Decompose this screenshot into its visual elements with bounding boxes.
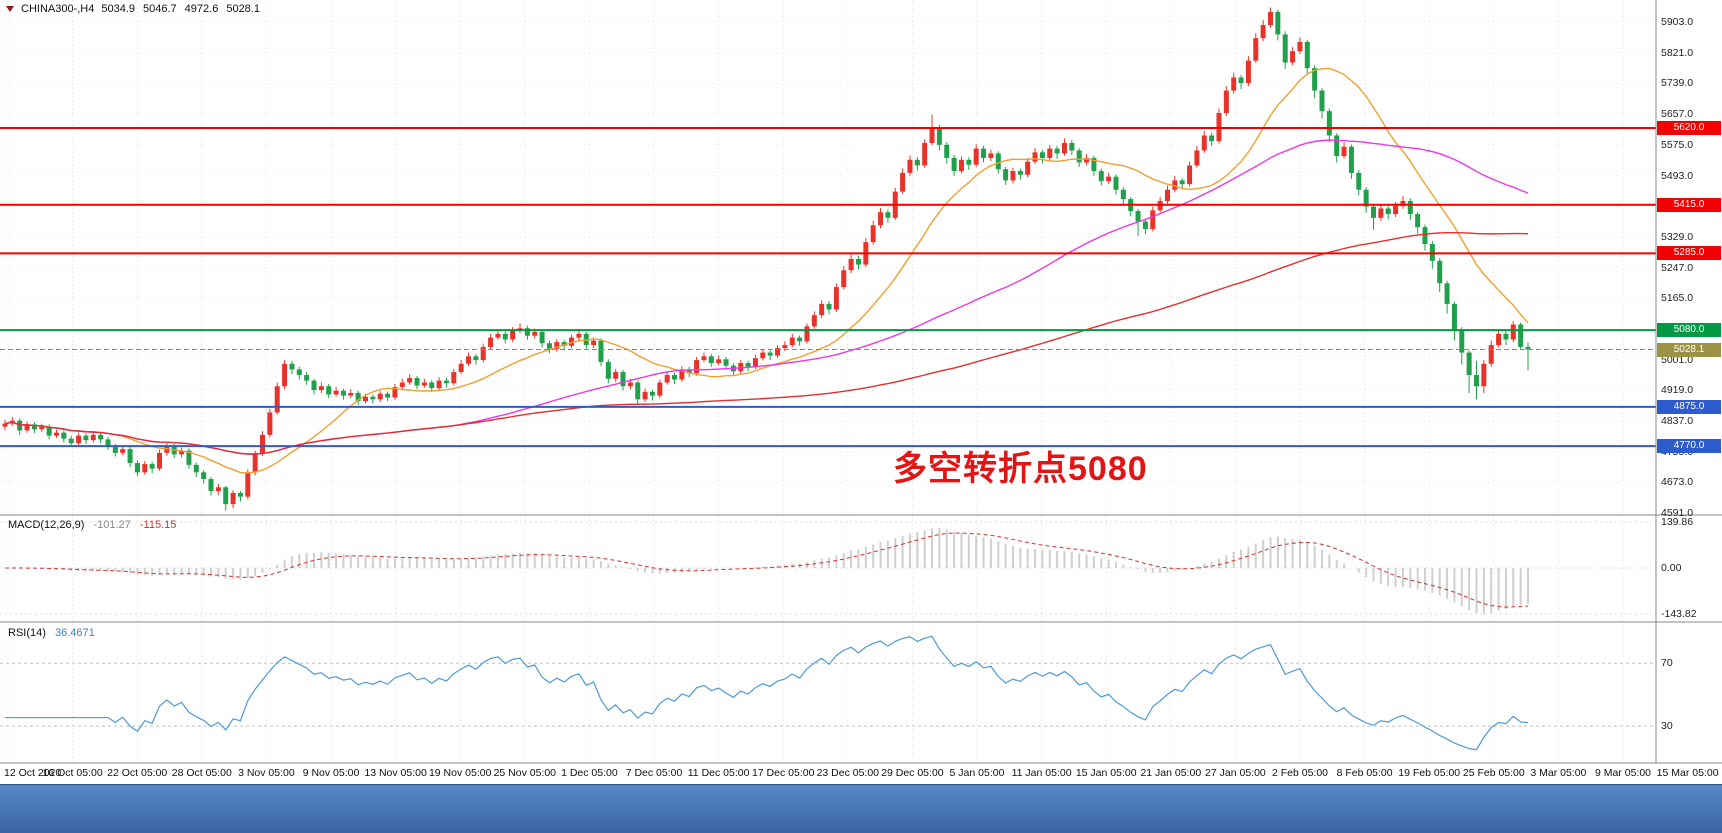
macd-main-value: -101.27 — [93, 519, 131, 531]
level-price-badge: 5415.0 — [1657, 197, 1721, 212]
price-axis-label: 5493.0 — [1661, 169, 1694, 182]
price-axis-label: 4673.0 — [1661, 476, 1694, 489]
rsi-axis-label: 70 — [1661, 657, 1673, 670]
price-axis-label: 4837.0 — [1661, 415, 1694, 428]
rsi-axis-label: 30 — [1661, 720, 1673, 733]
time-axis-label: 9 Mar 05:00 — [1594, 767, 1652, 779]
macd-indicator-label: MACD(12,26,9) -101.27 -115.15 — [8, 519, 176, 531]
price-axis-label: 5165.0 — [1661, 292, 1694, 305]
price-axis-label: 5575.0 — [1661, 138, 1694, 151]
level-price-badge: 5080.0 — [1657, 323, 1721, 338]
low-value: 4972.6 — [184, 3, 219, 15]
symbol-dropdown-icon — [6, 6, 14, 12]
price-axis[interactable]: 5903.05821.05739.05657.05575.05493.05411… — [1657, 0, 1722, 764]
high-value: 5046.7 — [143, 3, 177, 15]
symbol-info: CHINA300-,H4 5034.9 5046.7 4972.6 5028.1 — [6, 3, 260, 15]
rsi-value: 36.4671 — [54, 627, 95, 639]
time-axis-label: 5 Jan 05:00 — [949, 767, 1005, 779]
time-axis-label: 15 Jan 05:00 — [1075, 767, 1137, 779]
time-axis-label: 28 Oct 05:00 — [171, 767, 232, 779]
time-axis-label: 23 Dec 05:00 — [816, 767, 880, 779]
symbol-timeframe-label: CHINA300-,H4 — [21, 3, 95, 15]
macd-axis-label: -143.82 — [1661, 608, 1697, 620]
time-axis-label: 15 Mar 05:00 — [1656, 767, 1719, 779]
chart-canvas[interactable] — [0, 0, 1722, 784]
open-value: 5034.9 — [101, 3, 136, 15]
time-axis-label: 11 Dec 05:00 — [687, 767, 750, 779]
time-axis-label: 3 Mar 05:00 — [1530, 767, 1587, 779]
time-axis-label: 29 Dec 05:00 — [881, 767, 944, 779]
time-axis-label: 21 Jan 05:00 — [1140, 767, 1202, 779]
time-axis-label: 12 Oct 2020 — [4, 767, 62, 779]
price-axis-label: 5247.0 — [1661, 261, 1694, 274]
time-axis-label: 8 Feb 05:00 — [1336, 767, 1393, 779]
price-axis-label: 5739.0 — [1661, 77, 1694, 90]
level-price-badge: 4770.0 — [1657, 439, 1721, 454]
price-axis-label: 4591.0 — [1661, 507, 1694, 520]
time-axis-label: 13 Nov 05:00 — [364, 767, 427, 779]
level-price-badge: 5285.0 — [1657, 246, 1721, 261]
time-axis[interactable]: 12 Oct 2020 16 Oct 05:00 22 Oct 05:00 28 Oc… — [0, 766, 1722, 784]
price-axis-label: 5821.0 — [1661, 46, 1694, 59]
time-axis-label: 19 Nov 05:00 — [428, 767, 492, 779]
price-axis-label: 5657.0 — [1661, 108, 1694, 121]
close-value: 5028.1 — [226, 3, 260, 15]
price-axis-label: 5903.0 — [1661, 16, 1694, 29]
time-axis-label: 17 Dec 05:00 — [751, 767, 815, 779]
time-axis-label: 22 Oct 05:00 — [107, 767, 168, 779]
price-axis-label: 5329.0 — [1661, 230, 1694, 243]
time-axis-label: 7 Dec 05:00 — [625, 767, 683, 779]
time-axis-label: 16 Oct 05:00 — [42, 767, 103, 779]
macd-axis-label: 139.86 — [1661, 516, 1694, 528]
price-axis-label: 5001.0 — [1661, 353, 1694, 366]
time-axis-label: 25 Nov 05:00 — [493, 767, 557, 779]
time-axis-label: 1 Dec 05:00 — [561, 767, 618, 779]
time-axis-label: 27 Jan 05:00 — [1205, 767, 1266, 779]
annotation-text: 多空转折点5080 — [893, 450, 1148, 488]
time-axis-label: 2 Feb 05:00 — [1271, 767, 1329, 779]
level-price-badge: 4875.0 — [1657, 399, 1721, 414]
macd-signal-value: -115.15 — [139, 519, 177, 531]
price-axis-label: 4919.0 — [1661, 384, 1694, 397]
time-axis-label: 9 Nov 05:00 — [302, 767, 360, 779]
macd-axis-label: 0.00 — [1661, 562, 1682, 574]
macd-name: MACD(12,26,9) — [8, 519, 85, 531]
time-axis-label: 25 Feb 05:00 — [1462, 767, 1525, 779]
rsi-name: RSI(14) — [8, 627, 46, 639]
taskbar[interactable] — [0, 784, 1722, 833]
rsi-indicator-label: RSI(14) 36.4671 — [8, 627, 95, 639]
time-axis-label: 3 Nov 05:00 — [238, 767, 295, 779]
time-axis-label: 19 Feb 05:00 — [1398, 767, 1461, 779]
time-axis-label: 11 Jan 05:00 — [1011, 767, 1072, 779]
level-price-badge: 5620.0 — [1657, 121, 1721, 135]
current-price-badge: 5028.1 — [1657, 342, 1721, 357]
